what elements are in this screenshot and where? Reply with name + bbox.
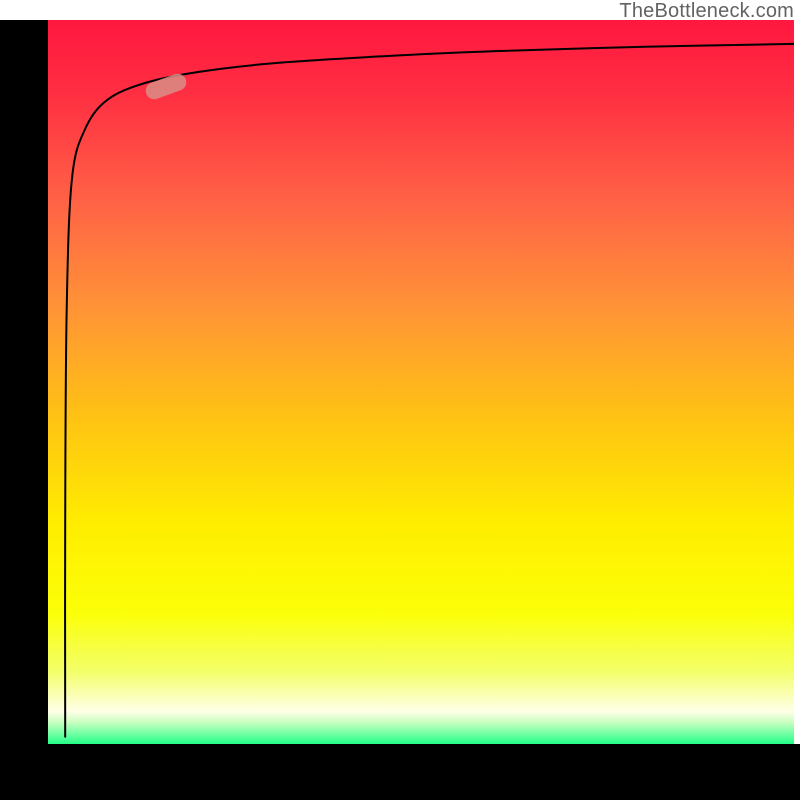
axis-border-left [0, 20, 48, 794]
watermark-text: TheBottleneck.com [619, 0, 794, 23]
chart-frame: TheBottleneck.com [0, 0, 800, 800]
plot-area [48, 20, 794, 744]
axis-border-bottom [0, 744, 800, 800]
